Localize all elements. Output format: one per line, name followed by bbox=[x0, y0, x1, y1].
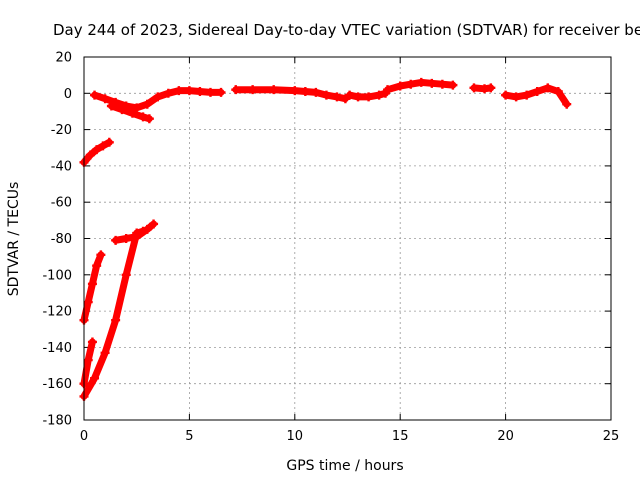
data-point-marker bbox=[163, 88, 173, 98]
data-point-marker bbox=[98, 141, 108, 151]
x-tick-label: 0 bbox=[80, 429, 88, 444]
data-point-marker bbox=[121, 234, 131, 243]
marker-group-arc2 bbox=[106, 101, 154, 124]
data-point-marker bbox=[448, 80, 458, 90]
data-point-marker bbox=[92, 145, 102, 155]
marker-group-arc7 bbox=[501, 83, 572, 109]
marker-group-arc5 bbox=[383, 77, 458, 95]
y-tick-label: -180 bbox=[42, 414, 72, 429]
data-point-marker bbox=[311, 87, 321, 97]
data-point-marker bbox=[96, 250, 106, 260]
marker-group-arc3 bbox=[231, 85, 350, 104]
marker-group-arc1 bbox=[90, 86, 226, 113]
data-point-marker bbox=[174, 86, 184, 96]
data-point-marker bbox=[231, 85, 241, 95]
y-tick-label: -160 bbox=[42, 377, 72, 392]
y-tick-label: -60 bbox=[51, 196, 72, 211]
data-point-marker bbox=[290, 86, 300, 96]
plot-frame bbox=[83, 56, 612, 421]
data-point-marker bbox=[83, 297, 93, 307]
data-point-marker bbox=[437, 79, 447, 89]
data-point-marker bbox=[87, 279, 97, 289]
y-tick-label: -80 bbox=[51, 232, 72, 247]
data-point-marker bbox=[522, 90, 532, 100]
y-tick-label: -100 bbox=[42, 268, 72, 283]
data-point-marker bbox=[364, 92, 374, 102]
marker-group-arc6 bbox=[469, 83, 496, 94]
marker-group-arc8 bbox=[79, 137, 114, 167]
data-point-marker bbox=[138, 112, 148, 122]
data-point-marker bbox=[153, 92, 163, 102]
x-axis-label: GPS time / hours bbox=[286, 458, 403, 474]
data-point-marker bbox=[416, 77, 426, 87]
data-point-marker bbox=[100, 348, 110, 358]
x-tick-label: 25 bbox=[603, 429, 620, 444]
data-point-marker bbox=[321, 90, 331, 100]
data-point-marker bbox=[106, 101, 116, 111]
data-point-marker bbox=[142, 224, 152, 234]
x-tick-label: 20 bbox=[497, 429, 514, 444]
y-tick-label: 0 bbox=[64, 87, 72, 102]
data-point-marker bbox=[532, 86, 542, 96]
chart-title: Day 244 of 2023, Sidereal Day-to-day VTE… bbox=[53, 21, 640, 39]
y-tick-label: -20 bbox=[51, 123, 72, 138]
x-tick-label: 5 bbox=[185, 429, 193, 444]
x-tick-label: 15 bbox=[392, 429, 409, 444]
data-point-marker bbox=[374, 90, 384, 100]
data-point-marker bbox=[117, 105, 127, 115]
data-point-marker bbox=[406, 79, 416, 89]
y-tick-label: -120 bbox=[42, 305, 72, 320]
data-point-marker bbox=[92, 261, 102, 271]
data-point-marker bbox=[383, 85, 393, 95]
data-point-marker bbox=[121, 270, 131, 280]
data-point-marker bbox=[90, 373, 100, 383]
data-point-marker bbox=[216, 87, 226, 97]
axis-ticks: 0 5 10 15 20 25 -180 -160 -140 -120 -100 -80 -60 -40 -… bbox=[42, 51, 619, 445]
data-point-marker bbox=[111, 315, 121, 325]
data-point-marker bbox=[132, 232, 142, 242]
data-point-marker bbox=[469, 83, 479, 93]
data-point-marker bbox=[332, 92, 342, 102]
data-point-marker bbox=[501, 90, 511, 100]
data-point-marker bbox=[300, 86, 310, 96]
marker-group-arc4 bbox=[345, 88, 390, 102]
data-point-marker bbox=[248, 85, 258, 95]
data-point-marker bbox=[353, 92, 363, 102]
data-point-marker bbox=[395, 81, 405, 91]
data-point-marker bbox=[553, 86, 563, 96]
y-tick-label: -140 bbox=[42, 341, 72, 356]
data-point-marker bbox=[90, 90, 100, 100]
series-arc11 bbox=[80, 227, 147, 400]
data-point-marker bbox=[144, 114, 154, 124]
data-point-marker bbox=[87, 337, 97, 347]
data-point-marker bbox=[184, 86, 194, 96]
data-point-marker bbox=[427, 78, 437, 88]
grid bbox=[84, 57, 611, 420]
data-point-marker bbox=[562, 99, 572, 109]
data-point-marker bbox=[142, 99, 152, 109]
data-point-marker bbox=[100, 94, 110, 104]
data-point-marker bbox=[83, 355, 93, 365]
data-point-marker bbox=[132, 103, 142, 113]
y-axis-label: SDTVAR / TECUs bbox=[6, 182, 22, 297]
x-tick-label: 10 bbox=[287, 429, 304, 444]
y-tick-label: 20 bbox=[55, 51, 72, 66]
y-tick-label: -40 bbox=[51, 159, 72, 174]
data-point-marker bbox=[127, 108, 137, 118]
data-point-marker bbox=[111, 235, 121, 245]
data-series bbox=[79, 77, 572, 401]
data-point-marker bbox=[195, 86, 205, 96]
data-point-marker bbox=[345, 90, 355, 100]
data-point-marker bbox=[205, 87, 215, 97]
data-point-marker bbox=[543, 83, 553, 93]
data-point-marker bbox=[149, 219, 159, 229]
marker-group-arc12 bbox=[111, 219, 159, 245]
data-point-marker bbox=[486, 83, 496, 93]
data-point-marker bbox=[511, 92, 521, 102]
data-point-marker bbox=[85, 150, 95, 160]
data-point-marker bbox=[269, 85, 279, 95]
data-point-marker bbox=[104, 137, 114, 147]
marker-group-arc9 bbox=[79, 250, 106, 325]
